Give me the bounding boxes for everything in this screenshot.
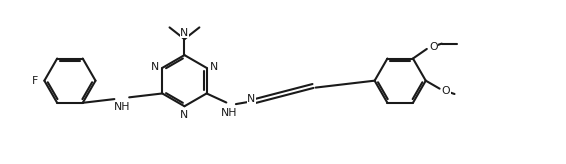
Text: O: O — [441, 86, 451, 96]
Text: F: F — [32, 76, 38, 86]
Text: N: N — [247, 94, 255, 104]
Text: N: N — [210, 62, 218, 72]
Text: NH: NH — [221, 108, 237, 118]
Text: NH: NH — [114, 102, 131, 112]
Text: O: O — [429, 42, 438, 52]
Text: N: N — [151, 62, 159, 72]
Text: N: N — [181, 111, 188, 121]
Text: N: N — [181, 28, 188, 38]
